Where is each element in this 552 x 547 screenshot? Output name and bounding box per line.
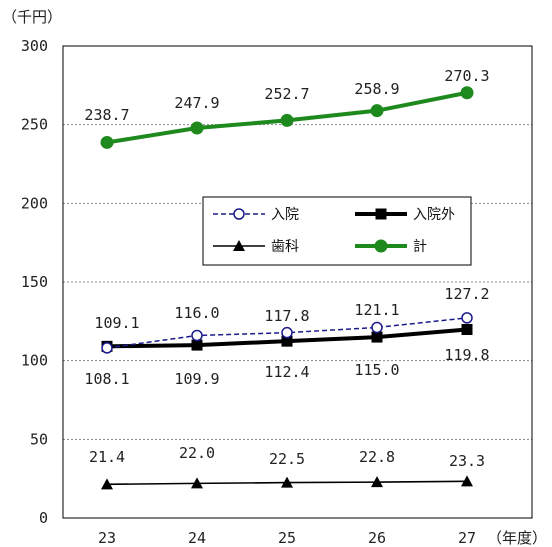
y-tick-label: 250 — [21, 116, 48, 134]
data-labels: 238.7 247.9 252.7 258.9 270.3 108.1 116.0 117.8… — [84, 67, 489, 470]
open-circle-marker — [371, 321, 383, 334]
y-tick-label: 100 — [21, 352, 48, 370]
data-label: 22.8 — [359, 448, 395, 466]
legend-label: 歯科 — [271, 239, 299, 255]
open-circle-marker — [461, 312, 473, 324]
x-axis-ticks: 23 24 25 26 27 — [98, 529, 476, 547]
y-tick-label: 150 — [21, 273, 48, 291]
open-circle-marker — [101, 342, 113, 354]
square-marker — [191, 339, 203, 351]
data-label: 115.0 — [354, 361, 399, 379]
series-lines — [100, 86, 474, 490]
y-unit-label: （千円） — [2, 8, 62, 26]
data-label: 22.5 — [269, 450, 305, 468]
data-label: 247.9 — [174, 94, 219, 112]
circle-marker — [190, 121, 204, 135]
circle-marker — [460, 86, 474, 100]
legend-label: 入院外 — [413, 207, 455, 223]
x-tick-label: 25 — [278, 529, 296, 547]
triangle-marker — [101, 478, 113, 490]
data-label: 121.1 — [354, 301, 399, 319]
circle-marker — [374, 239, 388, 253]
x-tick-label: 23 — [98, 529, 116, 547]
open-circle-marker — [191, 329, 203, 342]
data-label: 112.4 — [264, 363, 309, 381]
y-tick-label: 300 — [21, 37, 48, 55]
y-axis-ticks: 0 50 100 150 200 250 300 — [21, 37, 48, 527]
legend-entry: 入院 — [213, 207, 299, 223]
circle-marker — [280, 113, 294, 127]
series-4 — [100, 86, 474, 149]
data-label: 238.7 — [84, 106, 129, 124]
gridlines — [63, 124, 532, 440]
y-tick-label: 0 — [39, 509, 48, 527]
data-label: 21.4 — [89, 448, 125, 466]
square-marker — [461, 324, 473, 336]
x-tick-label: 27 — [458, 529, 476, 547]
data-label: 109.9 — [174, 370, 219, 388]
square-marker — [281, 335, 293, 347]
data-label: 23.3 — [449, 452, 485, 470]
legend-entry: 入院外 — [355, 207, 455, 223]
x-unit-label: （年度） — [487, 529, 547, 547]
square-marker — [375, 208, 387, 220]
legend-entry: 歯科 — [213, 239, 299, 255]
triangle-marker — [461, 475, 473, 487]
y-tick-label: 50 — [30, 430, 48, 448]
data-label: 127.2 — [444, 285, 489, 303]
data-label: 119.8 — [444, 346, 489, 364]
series-1 — [101, 312, 473, 354]
data-label: 258.9 — [354, 80, 399, 98]
series-3 — [101, 475, 473, 490]
plot-frame — [62, 45, 533, 519]
legend-label: 計 — [413, 239, 427, 255]
data-label: 117.8 — [264, 307, 309, 325]
triangle-marker — [233, 240, 245, 251]
triangle-marker — [371, 476, 383, 488]
triangle-marker — [281, 476, 293, 488]
data-label: 22.0 — [179, 444, 215, 462]
y-tick-label: 200 — [21, 194, 48, 212]
x-tick-label: 26 — [368, 529, 386, 547]
legend-box — [202, 196, 472, 266]
triangle-marker — [191, 477, 203, 489]
square-marker — [371, 331, 383, 343]
x-tick-label: 24 — [188, 529, 206, 547]
open-circle-marker — [233, 208, 245, 220]
data-label: 108.1 — [84, 370, 129, 388]
data-label: 252.7 — [264, 85, 309, 103]
data-label: 109.1 — [94, 314, 139, 332]
data-label: 270.3 — [444, 67, 489, 85]
legend-label: 入院 — [271, 207, 299, 223]
legend-entry: 計 — [355, 239, 427, 255]
circle-marker — [370, 104, 384, 118]
open-circle-marker — [281, 326, 293, 339]
circle-marker — [100, 135, 114, 149]
data-label: 116.0 — [174, 304, 219, 322]
